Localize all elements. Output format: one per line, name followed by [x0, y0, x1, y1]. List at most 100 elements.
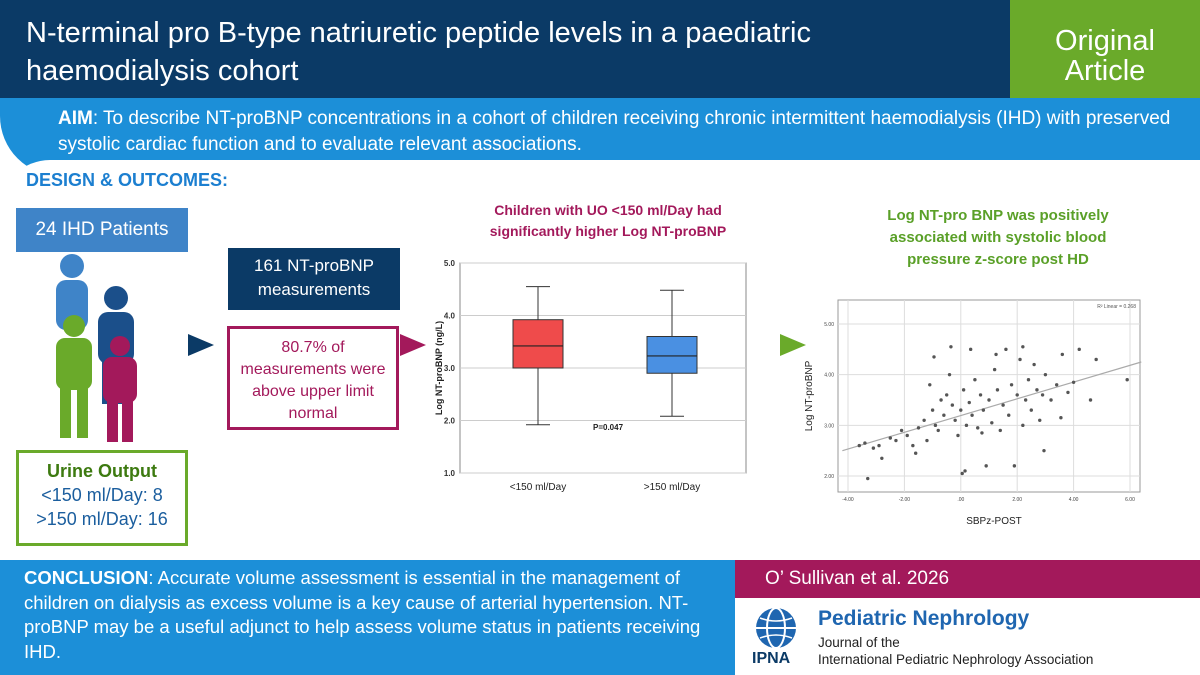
data-point	[1077, 347, 1081, 352]
data-point	[960, 471, 964, 476]
data-point	[871, 446, 876, 450]
data-point	[976, 426, 980, 430]
data-point	[942, 413, 946, 417]
data-point	[1009, 383, 1014, 387]
data-point	[1042, 448, 1046, 453]
conclusion-section: CONCLUSION: Accurate volume assessment i…	[24, 566, 724, 664]
percent-above-normal-box: 80.7% of measurements were above upper l…	[227, 326, 399, 430]
ipna-logo-text: IPNA	[752, 650, 791, 667]
data-point	[990, 421, 994, 425]
conclusion-label: CONCLUSION	[24, 567, 149, 588]
design-heading: DESIGN & OUTCOMES:	[26, 170, 229, 190]
badge-line-2: Article	[1064, 55, 1146, 87]
data-point	[933, 423, 938, 428]
data-point	[863, 441, 867, 445]
y-tick-label: 2.0	[444, 417, 456, 426]
data-point	[1071, 380, 1076, 384]
journal-name: Pediatric Nephrology	[818, 607, 1030, 630]
data-point	[978, 393, 983, 397]
data-point	[1004, 347, 1008, 352]
patients-count-box: 24 IHD Patients	[16, 208, 188, 252]
data-point	[888, 436, 892, 440]
urine-output-high: >150 ml/Day: 16	[36, 509, 168, 529]
data-point	[1012, 464, 1017, 468]
urine-output-title: Urine Output	[47, 461, 157, 481]
data-point	[998, 428, 1002, 433]
data-point	[1021, 345, 1025, 349]
data-point	[877, 443, 881, 448]
x-tick-label: .00	[957, 497, 964, 503]
data-point	[1054, 383, 1059, 387]
data-point	[911, 443, 915, 448]
plot-frame	[837, 299, 1141, 493]
x-tick-label: >150 ml/Day	[644, 482, 700, 493]
y-tick-label: 3.0	[444, 364, 456, 373]
data-point	[1066, 390, 1070, 395]
header-bar	[0, 0, 1010, 108]
data-point	[950, 403, 955, 407]
y-tick-label: 2.00	[824, 474, 834, 480]
data-point	[981, 408, 986, 412]
y-tick-label: 5.00	[824, 322, 834, 328]
p-value-annotation: P=0.047	[593, 423, 624, 432]
data-point	[953, 418, 957, 422]
data-point	[987, 398, 991, 402]
legend-label: R² Linear = 0.268	[1097, 304, 1136, 310]
data-point	[928, 383, 932, 387]
data-point	[936, 428, 940, 433]
urine-output-low: <150 ml/Day: 8	[41, 485, 163, 505]
citation: O’ Sullivan et al. 2026	[765, 568, 950, 589]
data-point	[947, 372, 952, 377]
conclusion-text: : Accurate volume assessment is essentia…	[24, 567, 701, 662]
data-point	[1035, 388, 1039, 392]
data-point	[1040, 393, 1045, 397]
arrow-right-icon	[188, 334, 214, 356]
data-point	[980, 431, 984, 435]
data-point	[894, 438, 898, 443]
data-point	[916, 426, 921, 430]
data-point	[930, 408, 935, 412]
conclusion-band	[0, 560, 735, 675]
data-point	[968, 347, 973, 352]
data-point	[925, 438, 929, 443]
data-point	[1026, 378, 1031, 382]
data-point	[961, 388, 966, 392]
data-point	[857, 443, 861, 448]
measurements-box: 161 NT-proBNP measurements	[228, 248, 400, 310]
data-point	[913, 451, 918, 455]
data-point	[995, 388, 1000, 392]
data-point	[1049, 398, 1053, 402]
data-point	[1088, 398, 1093, 402]
journal-subtitle-2: International Pediatric Nephrology Assoc…	[818, 652, 1094, 667]
boxplot-title: Children with UO <150 ml/Day had signifi…	[489, 202, 727, 239]
scatter-title: Log NT-pro BNP was positively associated…	[887, 207, 1109, 268]
x-axis-label: SBPz-POST	[966, 516, 1022, 527]
y-tick-label: 4.00	[824, 373, 834, 379]
data-point	[967, 400, 971, 405]
aim-label: AIM	[58, 108, 93, 129]
page-title: N-terminal pro B-type natriuretic peptid…	[26, 17, 811, 87]
y-axis-label: Log NT-proBNP (ng/L)	[434, 321, 444, 415]
data-point	[939, 398, 943, 402]
fit-line	[842, 361, 1142, 452]
data-point	[1001, 403, 1005, 407]
box	[512, 319, 564, 369]
x-tick-label: <150 ml/Day	[510, 482, 566, 493]
arrow-right-icon	[400, 334, 426, 356]
data-point	[970, 413, 974, 417]
y-tick-label: 3.00	[824, 423, 834, 429]
box	[646, 336, 698, 374]
data-point	[973, 378, 977, 382]
data-point	[1015, 393, 1019, 397]
arrow-right-icon	[780, 334, 806, 356]
data-point	[949, 345, 953, 349]
data-point	[1007, 413, 1011, 417]
data-point	[922, 418, 926, 422]
data-point	[963, 469, 967, 473]
data-point	[1021, 423, 1025, 428]
data-point	[956, 433, 960, 438]
badge-line-1: Original	[1055, 25, 1155, 57]
x-tick-label: 4.00	[1069, 497, 1079, 503]
aim-text: : To describe NT-proBNP concentrations i…	[58, 108, 1171, 155]
x-tick-label: -2.00	[899, 497, 911, 503]
